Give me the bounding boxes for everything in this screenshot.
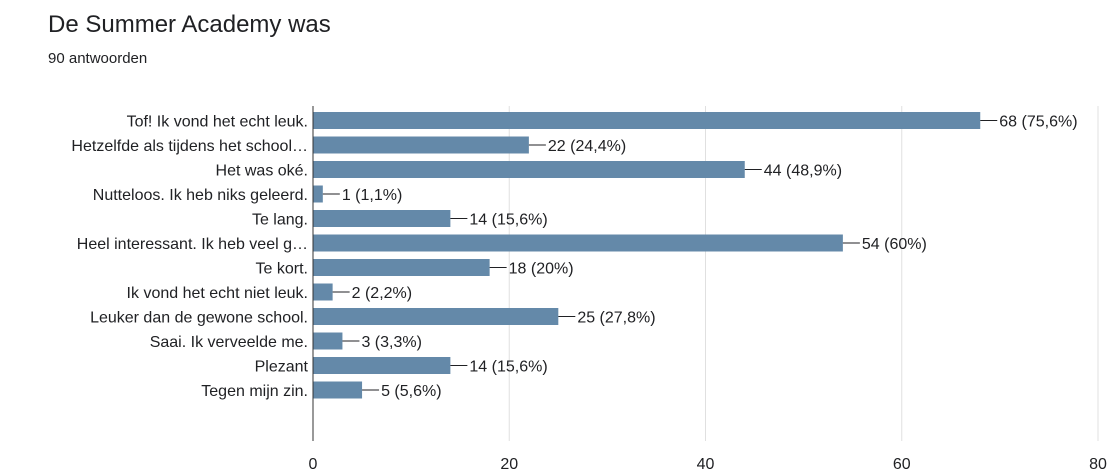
bar — [313, 161, 745, 178]
category-label: Ik vond het echt niet leuk. — [127, 285, 308, 302]
x-tick-label: 60 — [893, 456, 911, 473]
bar — [313, 283, 333, 301]
bar — [313, 259, 490, 276]
value-label: 68 (75,6%) — [999, 114, 1077, 131]
category-label: Nutteloos. Ik heb niks geleerd. — [93, 187, 308, 204]
chart-title: De Summer Academy was — [48, 11, 331, 38]
category-label: Te kort. — [256, 261, 308, 278]
value-label: 44 (48,9%) — [764, 163, 842, 180]
x-tick-label: 80 — [1089, 456, 1107, 473]
x-tick-label: 0 — [309, 456, 318, 473]
bar — [313, 332, 343, 350]
bar — [313, 357, 451, 374]
category-label: Heel interessant. Ik heb veel g… — [77, 236, 308, 253]
x-tick-label: 40 — [697, 456, 715, 473]
labels: 0 20 40 60 80 Tof! Ik vond het echt leuk. 68 (… — [71, 114, 1107, 473]
bar — [313, 210, 451, 227]
value-label: 2 (2,2%) — [352, 285, 412, 302]
value-label: 54 (60%) — [862, 236, 927, 253]
response-count: 90 antwoorden — [48, 50, 148, 67]
category-label: Tegen mijn zin. — [201, 383, 308, 400]
bar — [313, 185, 323, 203]
bar — [313, 308, 559, 325]
bar — [313, 381, 363, 399]
category-label: Het was oké. — [216, 163, 308, 180]
bar — [313, 112, 981, 129]
value-label: 22 (24,4%) — [548, 138, 626, 155]
category-label: Te lang. — [252, 212, 308, 229]
gridlines — [508, 106, 1099, 441]
x-tick-label: 20 — [500, 456, 518, 473]
value-label: 25 (27,8%) — [577, 310, 655, 327]
category-label: Hetzelfde als tijdens het school… — [71, 138, 308, 155]
value-label: 18 (20%) — [509, 261, 574, 278]
category-label: Saai. Ik verveelde me. — [150, 334, 308, 351]
category-label: Tof! Ik vond het echt leuk. — [127, 114, 308, 131]
value-label: 3 (3,3%) — [361, 334, 421, 351]
value-label: 14 (15,6%) — [469, 212, 547, 229]
bar — [313, 136, 529, 154]
value-label: 5 (5,6%) — [381, 383, 441, 400]
category-label: Leuker dan de gewone school. — [90, 310, 308, 327]
value-label: 14 (15,6%) — [469, 359, 547, 376]
value-label: 1 (1,1%) — [342, 187, 402, 204]
bar — [313, 234, 843, 252]
category-label: Plezant — [255, 359, 309, 376]
bars — [313, 112, 981, 399]
